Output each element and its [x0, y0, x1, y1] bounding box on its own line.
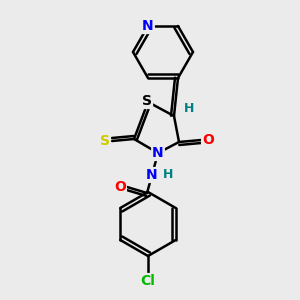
Text: S: S	[142, 94, 152, 108]
Text: Cl: Cl	[141, 274, 155, 288]
Text: N: N	[152, 146, 164, 160]
Text: N: N	[142, 19, 154, 33]
Text: H: H	[184, 101, 194, 115]
Text: N: N	[146, 168, 158, 182]
Text: O: O	[202, 133, 214, 147]
Text: H: H	[163, 169, 173, 182]
Text: S: S	[100, 134, 110, 148]
Text: O: O	[114, 180, 126, 194]
